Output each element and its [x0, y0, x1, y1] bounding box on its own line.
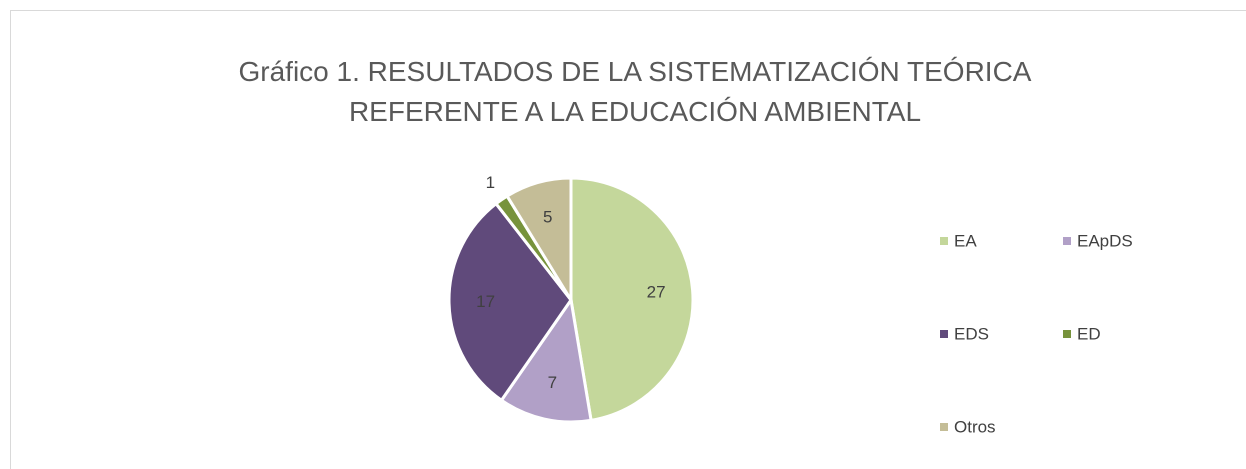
legend-label: EApDS — [1077, 231, 1133, 250]
legend-swatch — [1063, 330, 1071, 338]
legend-swatch — [940, 330, 948, 338]
legend-label: EDS — [954, 324, 989, 343]
data-label: 7 — [548, 373, 557, 392]
data-label: 27 — [647, 282, 666, 301]
chart-title: Gráfico 1. RESULTADOS DE LA SISTEMATIZAC… — [238, 56, 1032, 127]
data-label: 1 — [486, 173, 495, 192]
legend-swatch — [940, 237, 948, 245]
legend-swatch — [940, 423, 948, 431]
chart-border — [10, 10, 1246, 469]
pie-slice — [569, 176, 695, 423]
legend-label: ED — [1077, 324, 1101, 343]
pie-slice — [505, 176, 573, 306]
pie-slice — [499, 296, 593, 424]
legend-label: Otros — [954, 417, 996, 436]
legend-label: EA — [954, 231, 977, 250]
data-label: 17 — [476, 292, 495, 311]
data-label: 5 — [543, 207, 552, 226]
legend-swatch — [1063, 237, 1071, 245]
pie-slice — [447, 201, 573, 403]
